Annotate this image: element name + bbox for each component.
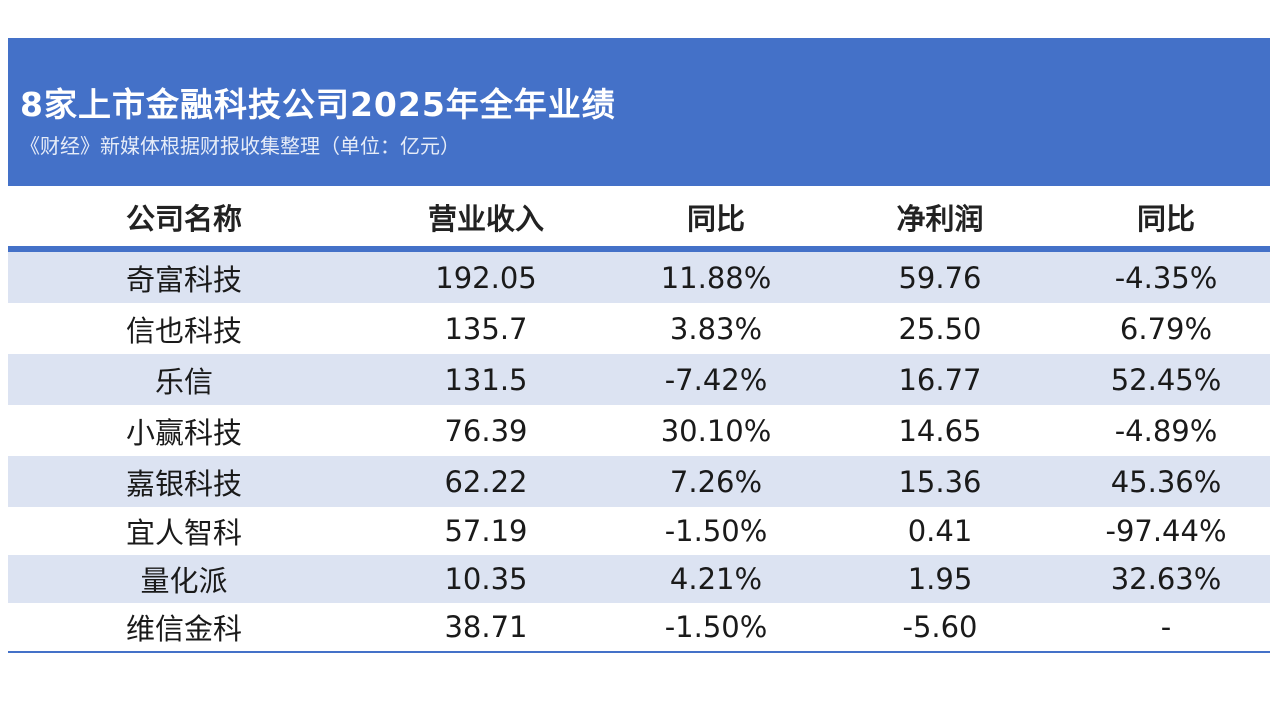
cell-revenue: 131.5 — [444, 362, 528, 397]
cell-revenue-yoy: 11.88% — [660, 260, 772, 295]
table-row: 宜人智科 57.19 -1.50% 0.41 -97.44% — [8, 507, 1270, 555]
table-row: 乐信 131.5 -7.42% 16.77 52.45% — [8, 354, 1270, 405]
table-row: 信也科技 135.7 3.83% 25.50 6.79% — [8, 303, 1270, 354]
cell-revenue-yoy: 7.26% — [669, 464, 763, 499]
cell-company: 量化派 — [140, 564, 228, 598]
cell-net-profit: 59.76 — [898, 260, 982, 295]
table-row: 嘉银科技 62.22 7.26% 15.36 45.36% — [8, 456, 1270, 507]
cell-revenue: 135.7 — [444, 311, 528, 346]
table-header-row: 公司名称 营业收入 同比 净利润 同比 — [8, 188, 1270, 252]
cell-profit-yoy: 52.45% — [1110, 362, 1222, 397]
cell-company: 宜人智科 — [125, 516, 243, 550]
page-subtitle: 《财经》新媒体根据财报收集整理（单位：亿元） — [20, 134, 460, 158]
column-header-revenue-yoy: 同比 — [686, 202, 746, 236]
cell-company: 嘉银科技 — [125, 466, 243, 501]
cell-revenue-yoy: -1.50% — [664, 514, 768, 548]
cell-net-profit: 14.65 — [898, 413, 982, 448]
cell-profit-yoy: -4.35% — [1114, 260, 1218, 295]
cell-revenue-yoy: 4.21% — [669, 562, 763, 596]
title-banner: 8家上市金融科技公司2025年全年业绩 《财经》新媒体根据财报收集整理（单位：亿… — [8, 38, 1270, 186]
column-header-profit-yoy: 同比 — [1136, 202, 1196, 236]
cell-net-profit: 15.36 — [898, 464, 982, 499]
cell-company: 小赢科技 — [125, 415, 243, 450]
cell-revenue-yoy: 30.10% — [660, 413, 772, 448]
cell-net-profit: 25.50 — [898, 311, 982, 346]
cell-revenue: 38.71 — [444, 610, 528, 644]
cell-profit-yoy: -4.89% — [1114, 413, 1218, 448]
cell-revenue: 57.19 — [444, 514, 528, 548]
cell-company: 乐信 — [154, 364, 214, 399]
table-row: 维信金科 38.71 -1.50% -5.60 - — [8, 603, 1270, 653]
cell-company: 维信金科 — [125, 612, 243, 646]
cell-profit-yoy: 32.63% — [1110, 562, 1222, 596]
cell-company: 奇富科技 — [125, 262, 243, 297]
cell-revenue: 192.05 — [435, 260, 537, 295]
cell-net-profit: 0.41 — [907, 514, 973, 548]
cell-revenue: 76.39 — [444, 413, 528, 448]
cell-revenue: 10.35 — [444, 562, 528, 596]
page-title: 8家上市金融科技公司2025年全年业绩 — [20, 85, 616, 124]
cell-net-profit: 16.77 — [898, 362, 982, 397]
cell-profit-yoy: 6.79% — [1119, 311, 1213, 346]
table-row: 量化派 10.35 4.21% 1.95 32.63% — [8, 555, 1270, 603]
cell-profit-yoy: -97.44% — [1105, 514, 1227, 548]
table-row: 奇富科技 192.05 11.88% 59.76 -4.35% — [8, 252, 1270, 303]
performance-table: 公司名称 营业收入 同比 净利润 同比 奇富科技 192.05 11.88% 5… — [8, 188, 1270, 653]
cell-company: 信也科技 — [125, 313, 243, 348]
table-row: 小赢科技 76.39 30.10% 14.65 -4.89% — [8, 405, 1270, 456]
column-header-company: 公司名称 — [125, 202, 243, 236]
cell-revenue-yoy: 3.83% — [669, 311, 763, 346]
cell-net-profit: -5.60 — [902, 610, 978, 644]
cell-revenue: 62.22 — [444, 464, 528, 499]
column-header-net-profit: 净利润 — [896, 202, 984, 236]
cell-profit-yoy: - — [1160, 610, 1172, 644]
cell-net-profit: 1.95 — [907, 562, 973, 596]
column-header-revenue: 营业收入 — [427, 202, 545, 236]
cell-revenue-yoy: -1.50% — [664, 610, 768, 644]
cell-revenue-yoy: -7.42% — [664, 362, 768, 397]
cell-profit-yoy: 45.36% — [1110, 464, 1222, 499]
